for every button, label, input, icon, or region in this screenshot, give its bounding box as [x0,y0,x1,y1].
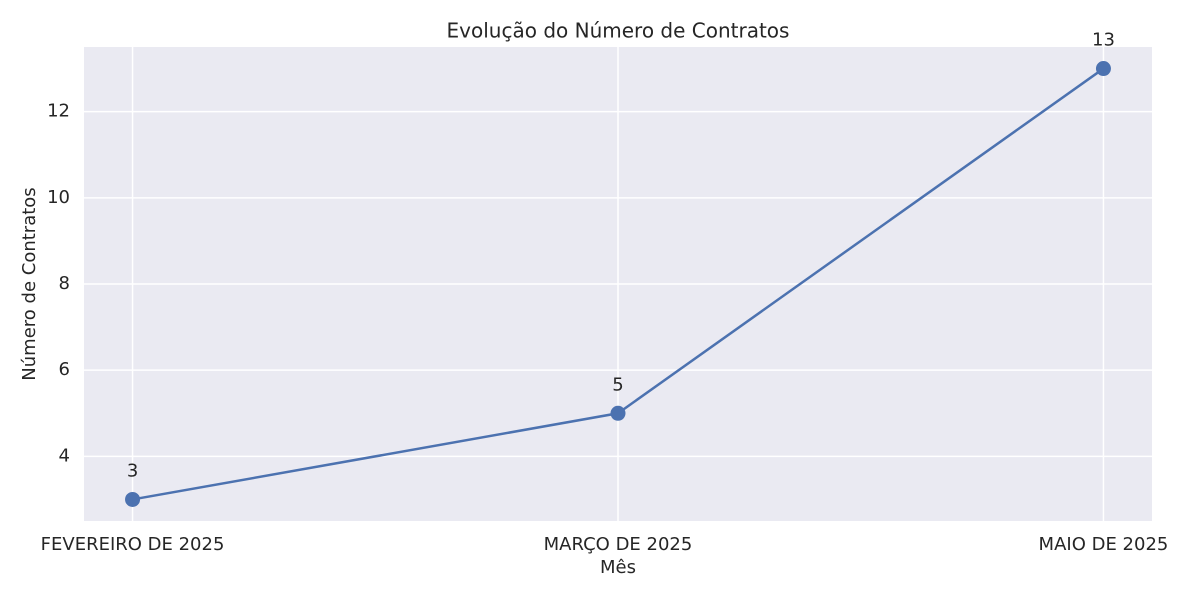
y-axis-label: Número de Contratos [19,187,40,380]
data-point [125,491,141,507]
x-tick-label: FEVEREIRO DE 2025 [41,534,225,555]
data-label: 3 [127,460,138,481]
x-tick-label: MAIO DE 2025 [1039,534,1169,555]
x-tick-label: MARÇO DE 2025 [544,534,693,555]
data-point [610,405,626,421]
x-axis-label: Mês [600,557,636,578]
y-tick-label: 10 [47,187,70,208]
chart-title: Evolução do Número de Contratos [447,19,790,43]
y-tick-label: 8 [59,273,70,294]
y-tick-label: 4 [59,445,70,466]
y-tick-label: 6 [59,359,70,380]
data-point [1095,61,1111,77]
y-tick-label: 12 [47,101,70,122]
data-label: 13 [1092,30,1115,51]
data-label: 5 [612,374,623,395]
